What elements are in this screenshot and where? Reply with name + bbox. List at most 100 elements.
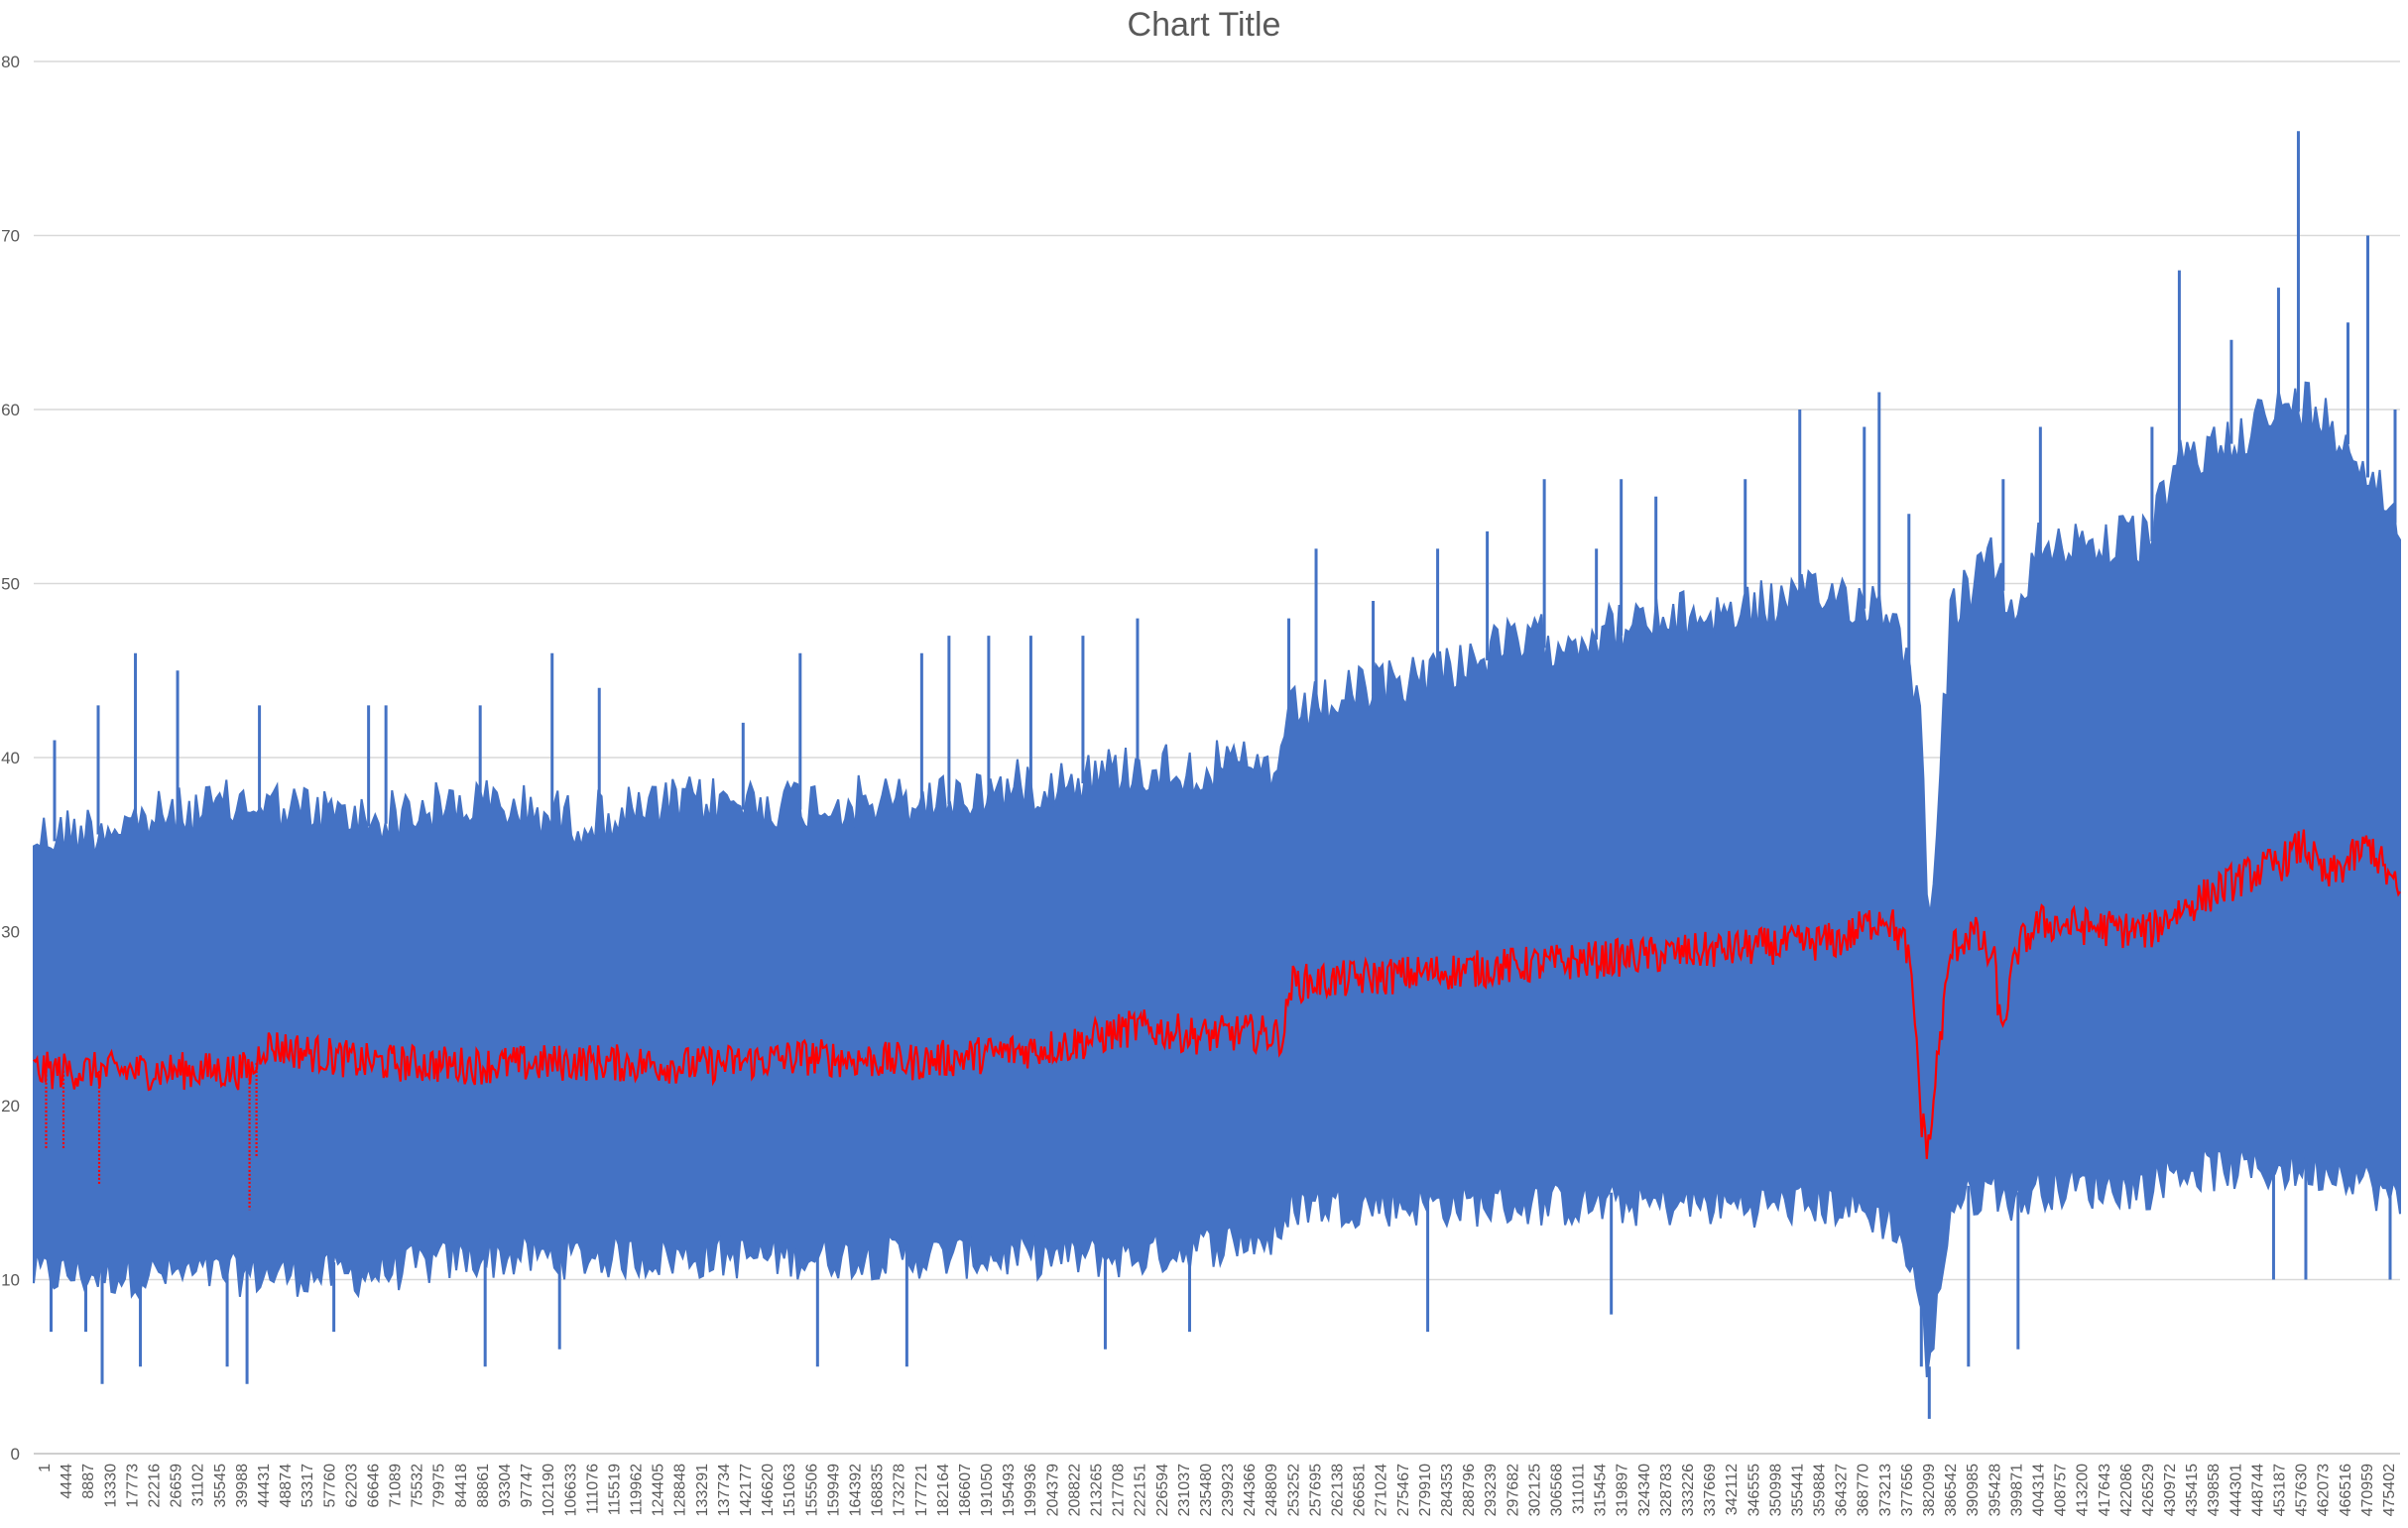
x-tick-label: 297682 [1505,1464,1521,1516]
x-tick-label: 457630 [2294,1464,2311,1516]
y-tick-label: 30 [1,923,20,942]
x-tick-label: 62203 [343,1464,360,1508]
x-tick-label: 262138 [1330,1464,1347,1516]
x-tick-label: 79975 [431,1464,448,1508]
x-tick-label: 115519 [606,1464,623,1515]
x-tick-label: 279910 [1417,1464,1434,1516]
x-tick-label: 337669 [1702,1464,1719,1516]
x-tick-label: 350998 [1767,1464,1784,1516]
x-tick-label: 226594 [1154,1464,1171,1516]
x-tick-label: 271024 [1374,1464,1390,1516]
x-tick-label: 448744 [2249,1464,2266,1516]
x-tick-label: 44431 [256,1464,273,1508]
x-tick-label: 1 [37,1464,54,1472]
x-tick-label: 453187 [2271,1464,2288,1516]
x-tick-label: 315454 [1593,1464,1610,1516]
x-tick-label: 31102 [190,1464,207,1506]
y-tick-label: 0 [11,1445,20,1464]
x-tick-label: 408757 [2053,1464,2070,1516]
x-tick-label: 159949 [825,1464,842,1516]
x-tick-label: 48874 [278,1464,295,1508]
x-tick-label: 266581 [1352,1464,1369,1516]
x-axis-ticks: 1 4444 8887 13330 17773 22216 26659 31102 35545 3… [37,1464,2398,1516]
x-tick-label: 75532 [410,1464,426,1508]
x-tick-label: 191050 [979,1464,996,1516]
x-tick-label: 26659 [169,1464,185,1508]
x-tick-label: 302125 [1526,1464,1543,1516]
x-tick-label: 244366 [1242,1464,1259,1516]
x-tick-label: 222151 [1133,1464,1149,1516]
x-tick-label: 119962 [629,1464,646,1515]
x-tick-label: 293239 [1483,1464,1500,1516]
y-tick-label: 50 [1,575,20,594]
x-tick-label: 217708 [1111,1464,1128,1516]
x-tick-label: 377656 [1899,1464,1916,1516]
x-tick-label: 311011 [1571,1464,1588,1514]
x-tick-label: 235480 [1198,1464,1215,1516]
x-tick-label: 128848 [672,1464,689,1516]
x-tick-label: 253252 [1285,1464,1302,1516]
x-tick-label: 71089 [388,1464,405,1508]
x-tick-label: 404314 [2030,1464,2047,1516]
x-tick-label: 182164 [935,1464,952,1516]
y-axis-ticks: 0 10 20 30 40 50 60 70 80 [1,53,20,1464]
x-tick-label: 417643 [2097,1464,2113,1516]
x-tick-label: 195493 [1001,1464,1018,1516]
y-tick-label: 60 [1,401,20,419]
x-tick-label: 168835 [870,1464,887,1516]
x-tick-label: 248809 [1264,1464,1280,1516]
x-tick-label: 346555 [1746,1464,1762,1516]
x-tick-label: 146620 [760,1464,777,1516]
x-tick-label: 288796 [1461,1464,1478,1516]
x-tick-label: 466516 [2338,1464,2354,1516]
x-tick-label: 368770 [1856,1464,1872,1516]
x-tick-label: 399871 [2008,1464,2025,1516]
x-tick-label: 39988 [234,1464,251,1508]
x-tick-label: 284353 [1439,1464,1456,1516]
x-tick-label: 213265 [1088,1464,1105,1516]
x-tick-label: 13330 [102,1464,119,1508]
x-tick-label: 88861 [475,1464,492,1508]
x-tick-label: 84418 [453,1464,470,1508]
x-tick-label: 142177 [738,1464,755,1516]
x-tick-label: 57760 [321,1464,338,1508]
x-tick-label: 390985 [1965,1464,1982,1516]
series-blue [33,131,2401,1419]
x-tick-label: 97747 [519,1464,536,1508]
y-tick-label: 40 [1,749,20,767]
x-tick-label: 8887 [80,1464,97,1499]
x-tick-label: 111076 [584,1464,601,1514]
x-tick-label: 435415 [2184,1464,2201,1516]
x-tick-label: 355441 [1789,1464,1806,1516]
x-tick-label: 231037 [1176,1464,1193,1516]
x-tick-label: 53317 [300,1464,316,1508]
x-tick-label: 151063 [782,1464,798,1516]
x-tick-label: 164392 [847,1464,864,1516]
x-tick-label: 359884 [1812,1464,1829,1516]
x-tick-label: 333226 [1680,1464,1697,1516]
x-tick-label: 475402 [2381,1464,2398,1516]
x-tick-label: 275467 [1395,1464,1412,1516]
x-tick-label: 17773 [124,1464,141,1508]
x-tick-label: 239923 [1220,1464,1237,1516]
x-tick-label: 342112 [1724,1464,1741,1515]
x-tick-label: 444301 [2227,1464,2244,1516]
x-tick-label: 319897 [1615,1464,1631,1516]
x-tick-label: 137734 [716,1464,733,1516]
x-tick-label: 133291 [694,1464,711,1516]
x-tick-label: 22216 [147,1464,164,1508]
y-tick-label: 80 [1,53,20,71]
x-tick-label: 4444 [59,1464,75,1499]
x-tick-label: 395428 [1987,1464,2003,1516]
series-blue-band [33,381,2401,1378]
x-tick-label: 470959 [2359,1464,2376,1516]
x-tick-label: 306568 [1548,1464,1565,1516]
x-tick-label: 386542 [1943,1464,1960,1516]
x-tick-label: 177721 [913,1464,930,1516]
x-tick-label: 155506 [803,1464,820,1516]
x-tick-label: 257695 [1307,1464,1324,1516]
x-tick-label: 35545 [212,1464,229,1508]
x-tick-label: 324340 [1636,1464,1653,1516]
x-tick-label: 426529 [2140,1464,2157,1516]
